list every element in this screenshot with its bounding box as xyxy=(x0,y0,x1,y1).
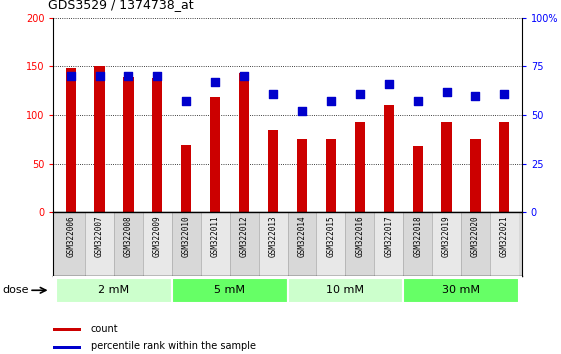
Point xyxy=(384,81,393,87)
Point xyxy=(500,91,509,96)
Bar xyxy=(123,77,134,212)
Point xyxy=(413,98,422,104)
Bar xyxy=(471,139,481,212)
Bar xyxy=(374,212,403,276)
Text: percentile rank within the sample: percentile rank within the sample xyxy=(91,341,256,351)
Text: GSM322006: GSM322006 xyxy=(66,216,75,257)
Point xyxy=(182,98,191,104)
Text: GSM322008: GSM322008 xyxy=(124,216,133,257)
Bar xyxy=(172,212,201,276)
Point xyxy=(471,93,480,98)
Point xyxy=(297,108,306,114)
Point xyxy=(442,89,451,95)
Bar xyxy=(181,145,191,212)
Bar xyxy=(53,328,81,331)
Bar xyxy=(229,212,259,276)
Text: GSM322007: GSM322007 xyxy=(95,216,104,257)
Bar xyxy=(499,122,509,212)
Text: GSM322012: GSM322012 xyxy=(240,216,249,257)
Bar xyxy=(66,68,76,212)
Text: GSM322021: GSM322021 xyxy=(500,216,509,257)
Bar xyxy=(412,146,422,212)
Bar xyxy=(442,122,452,212)
Text: 10 mM: 10 mM xyxy=(327,285,364,295)
Bar xyxy=(490,212,519,276)
Bar xyxy=(288,278,403,303)
Text: GSM322016: GSM322016 xyxy=(355,216,364,257)
Bar xyxy=(114,212,143,276)
Bar xyxy=(201,212,229,276)
Bar xyxy=(403,212,432,276)
Text: 30 mM: 30 mM xyxy=(442,285,480,295)
Bar xyxy=(403,278,519,303)
Text: GSM322014: GSM322014 xyxy=(297,216,306,257)
Bar xyxy=(297,139,307,212)
Bar xyxy=(288,212,316,276)
Text: 2 mM: 2 mM xyxy=(99,285,130,295)
Bar xyxy=(172,278,287,303)
Bar xyxy=(85,212,114,276)
Text: GDS3529 / 1374738_at: GDS3529 / 1374738_at xyxy=(48,0,194,11)
Bar xyxy=(210,97,220,212)
Bar xyxy=(259,212,287,276)
Point xyxy=(95,73,104,79)
Bar xyxy=(53,346,81,349)
Point xyxy=(240,73,249,79)
Bar xyxy=(461,212,490,276)
Point xyxy=(153,73,162,79)
Point xyxy=(269,91,278,96)
Text: GSM322013: GSM322013 xyxy=(269,216,278,257)
Text: GSM322020: GSM322020 xyxy=(471,216,480,257)
Text: GSM322019: GSM322019 xyxy=(442,216,451,257)
Text: 5 mM: 5 mM xyxy=(214,285,245,295)
Text: GSM322018: GSM322018 xyxy=(413,216,422,257)
Bar xyxy=(239,73,249,212)
Bar xyxy=(94,67,104,212)
Bar xyxy=(56,212,85,276)
Point xyxy=(66,73,75,79)
Bar xyxy=(316,212,346,276)
Text: GSM322010: GSM322010 xyxy=(182,216,191,257)
Text: count: count xyxy=(91,324,118,334)
Point xyxy=(327,98,335,104)
Text: GSM322015: GSM322015 xyxy=(327,216,335,257)
Point xyxy=(355,91,364,96)
Bar xyxy=(355,122,365,212)
Bar xyxy=(326,139,336,212)
Text: dose: dose xyxy=(3,285,29,295)
Bar xyxy=(143,212,172,276)
Text: GSM322017: GSM322017 xyxy=(384,216,393,257)
Text: GSM322009: GSM322009 xyxy=(153,216,162,257)
Bar xyxy=(56,278,172,303)
Text: GSM322011: GSM322011 xyxy=(211,216,220,257)
Point xyxy=(124,73,133,79)
Bar xyxy=(268,130,278,212)
Bar xyxy=(384,105,394,212)
Bar xyxy=(153,78,163,212)
Bar xyxy=(432,212,461,276)
Bar xyxy=(346,212,374,276)
Point xyxy=(211,79,220,85)
